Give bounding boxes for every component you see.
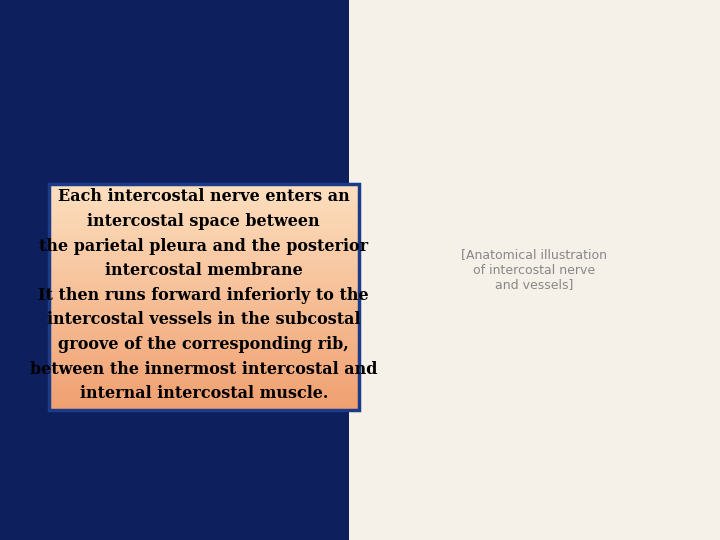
Text: intercostal space between: intercostal space between <box>87 213 320 230</box>
Text: between the innermost intercostal and: between the innermost intercostal and <box>30 361 377 378</box>
Text: intercostal vessels in the subcostal: intercostal vessels in the subcostal <box>47 312 361 328</box>
Text: groove of the corresponding rib,: groove of the corresponding rib, <box>58 336 349 353</box>
Bar <box>348 0 720 540</box>
Text: [Anatomical illustration
of intercostal nerve
and vessels]: [Anatomical illustration of intercostal … <box>462 248 607 292</box>
Text: intercostal membrane: intercostal membrane <box>105 262 302 279</box>
Text: the parietal pleura and the posterior: the parietal pleura and the posterior <box>39 238 368 254</box>
Text: Each intercostal nerve enters an: Each intercostal nerve enters an <box>58 188 350 205</box>
Text: internal intercostal muscle.: internal intercostal muscle. <box>79 386 328 402</box>
Text: It then runs forward inferiorly to the: It then runs forward inferiorly to the <box>38 287 369 304</box>
